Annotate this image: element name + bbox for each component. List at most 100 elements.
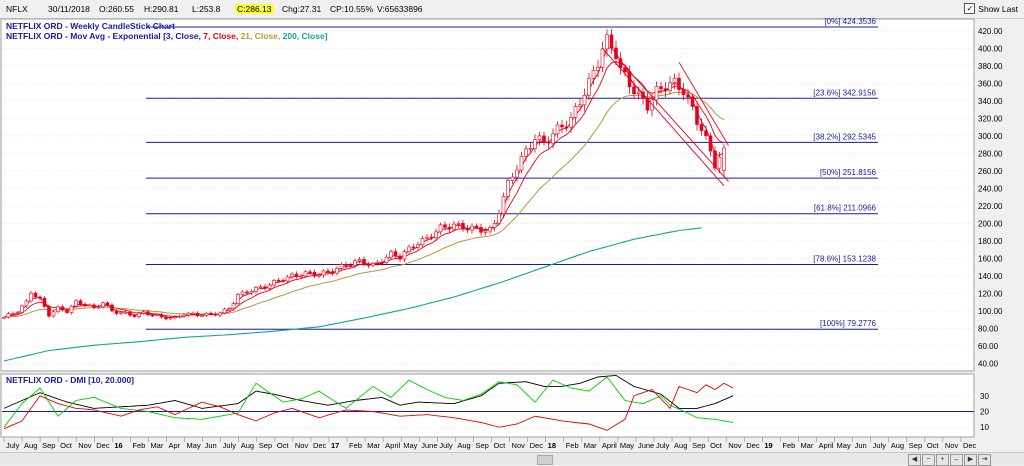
candle-body xyxy=(146,311,150,316)
x-tick-label: 17 xyxy=(331,441,339,450)
candle-body xyxy=(173,316,177,318)
candle-body xyxy=(425,236,429,239)
x-tick-label: April xyxy=(819,441,834,450)
x-tick-label: Nov xyxy=(728,441,742,450)
candle-body xyxy=(596,67,600,71)
zoom-in-icon[interactable]: + xyxy=(936,454,949,466)
price-chart[interactable]: [0%] 424.3536 [23.6%] 342.9156 [38.2%] 292… xyxy=(0,17,1024,373)
candle-body xyxy=(312,272,317,277)
candle-body xyxy=(132,314,137,317)
x-tick-label: May xyxy=(403,441,417,450)
candle-body xyxy=(465,228,470,231)
dmi-tick-label: 10 xyxy=(980,423,989,432)
checkbox-icon[interactable]: ✓ xyxy=(964,3,976,14)
candle-body xyxy=(92,304,96,308)
candle-body xyxy=(461,223,465,230)
adx-line xyxy=(3,374,734,409)
candle-body xyxy=(65,309,69,313)
candle-body xyxy=(704,130,708,137)
price-tick-label: 60.00 xyxy=(978,342,999,351)
candle-body xyxy=(492,222,497,228)
candle-body xyxy=(384,256,389,264)
scroll-right-icon[interactable]: ▶ xyxy=(964,454,977,466)
candle-body xyxy=(708,135,713,152)
candle-body xyxy=(555,124,560,135)
candle-body xyxy=(290,273,294,278)
candle-body xyxy=(713,150,717,169)
horizontal-scrollbar[interactable]: ◀ − + ↔ ▶ ⇥ xyxy=(0,452,1024,466)
candle-body xyxy=(60,306,65,311)
candle-body xyxy=(56,306,60,313)
candle-body xyxy=(150,314,155,317)
candle-body xyxy=(101,302,105,308)
candle-body xyxy=(362,259,366,265)
x-tick-label: Mar xyxy=(800,441,813,450)
trendline xyxy=(624,66,729,182)
fib-level-label: [78.6%] 153.1238 xyxy=(813,255,876,264)
scroll-left-icon[interactable]: ◀ xyxy=(908,454,921,466)
x-tick-label: Aug xyxy=(24,441,37,450)
scroll-end-icon[interactable]: ⇥ xyxy=(978,454,991,466)
candle-body xyxy=(447,226,452,230)
candle-body xyxy=(209,312,213,315)
candle-body xyxy=(105,302,110,306)
price-tick-label: 140.00 xyxy=(978,272,1003,281)
price-tick-label: 100.00 xyxy=(978,307,1003,316)
candle-body xyxy=(533,139,537,149)
candle-body xyxy=(443,224,447,228)
x-tick-label: Mar xyxy=(150,441,163,450)
price-tick-label: 240.00 xyxy=(978,184,1003,193)
dmi-chart-title: NETFLIX ORD - DMI [10, 20.000] xyxy=(6,375,134,385)
trendline xyxy=(602,47,725,187)
candle-body xyxy=(551,133,555,144)
candle-body xyxy=(276,280,281,282)
candle-body xyxy=(569,117,573,128)
price-tick-label: 180.00 xyxy=(978,237,1003,246)
candle-body xyxy=(123,311,128,314)
candle-body xyxy=(11,313,15,315)
candle-body xyxy=(515,169,519,178)
x-tick-label: Apr xyxy=(169,441,181,450)
candle-body xyxy=(33,292,38,298)
candle-body xyxy=(560,124,564,128)
price-tick-label: 200.00 xyxy=(978,219,1003,228)
x-tick-label: Sep xyxy=(259,441,272,450)
price-tick-label: 80.00 xyxy=(978,325,999,334)
candle-body xyxy=(20,305,24,313)
price-tick-label: 380.00 xyxy=(978,62,1003,71)
x-tick-label: Aug xyxy=(241,441,254,450)
x-tick-label: Sep xyxy=(42,441,55,450)
x-tick-label: Feb xyxy=(349,441,362,450)
x-tick-label: April xyxy=(385,441,400,450)
price-tick-label: 40.00 xyxy=(978,360,999,369)
x-tick-label: July xyxy=(223,441,237,450)
candle-body xyxy=(506,180,510,197)
zoom-out-icon[interactable]: − xyxy=(922,454,935,466)
candle-body xyxy=(366,264,371,266)
show-last-toggle[interactable]: ✓ Show Last xyxy=(964,3,1018,14)
price-tick-label: 400.00 xyxy=(978,44,1003,53)
candle-body xyxy=(191,312,195,315)
candle-body xyxy=(119,312,123,314)
x-tick-label: Nov xyxy=(512,441,526,450)
fit-icon[interactable]: ↔ xyxy=(950,454,963,466)
candle-body xyxy=(479,227,483,233)
x-tick-label: June xyxy=(638,441,654,450)
candle-body xyxy=(380,261,384,264)
candle-body xyxy=(690,96,695,107)
quote-open: O:260.55 xyxy=(99,4,134,14)
candle-body xyxy=(83,303,87,306)
dmi-chart[interactable]: 10 20 30 July Aug Sep Oct Nov Dec 16 Feb Mar Apr May… xyxy=(0,373,1024,452)
candle-body xyxy=(114,310,119,314)
x-tick-label: April xyxy=(602,441,617,450)
quote-volume: V:65633896 xyxy=(377,4,423,14)
quote-high: H:290.81 xyxy=(144,4,179,14)
quote-low: L:253.8 xyxy=(192,4,221,14)
candle-body xyxy=(371,263,375,266)
candle-body xyxy=(501,196,506,215)
show-last-label: Show Last xyxy=(978,3,1018,14)
candle-body xyxy=(78,300,83,305)
candle-body xyxy=(326,270,330,273)
candle-body xyxy=(321,270,326,276)
candle-body xyxy=(573,106,578,118)
